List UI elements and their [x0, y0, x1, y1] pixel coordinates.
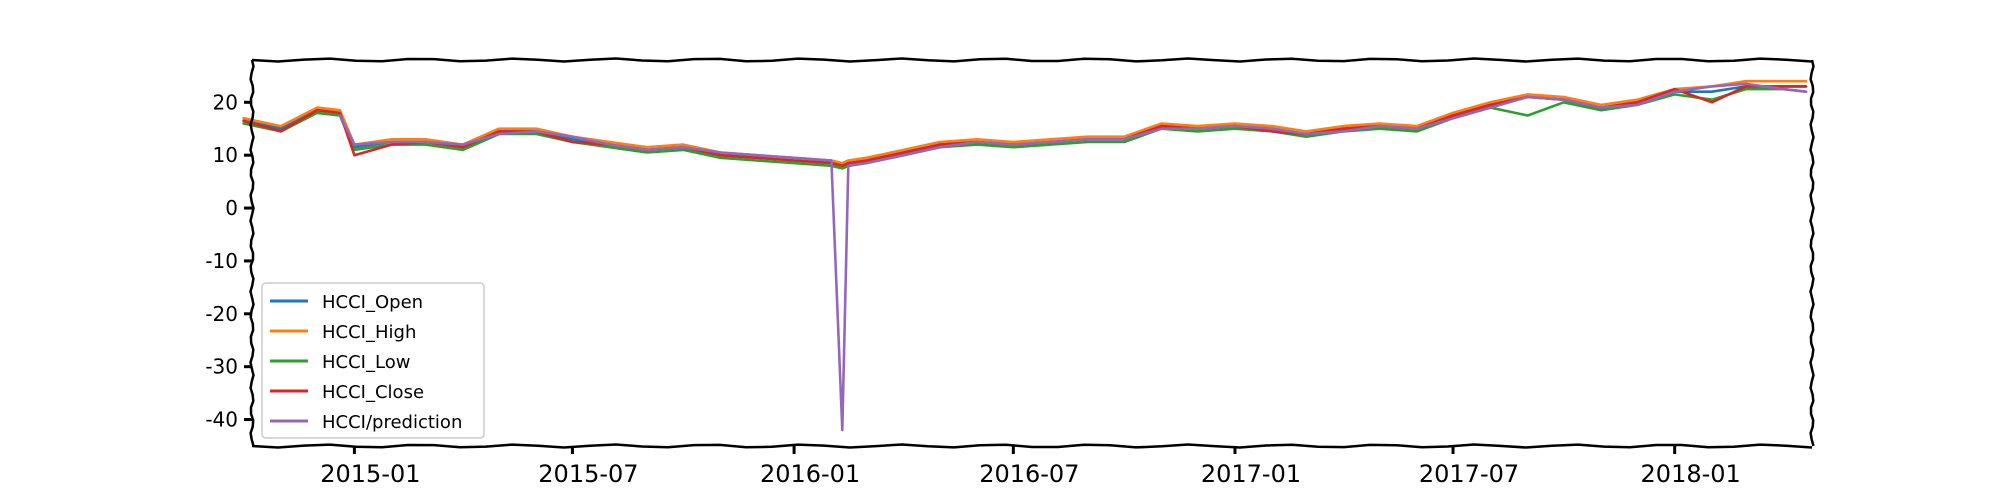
- y-tick-label: 10: [213, 143, 238, 167]
- legend: HCCI_Open HCCI_High HCCI_Low HCCI_Close HCCI…: [261, 282, 485, 439]
- legend-label: HCCI_Close: [322, 382, 424, 403]
- y-tick-label: 20: [213, 90, 238, 114]
- frame-right: [1809, 59, 1815, 447]
- x-tick-label: 2017-07: [1419, 460, 1519, 488]
- legend-label: HCCI/prediction: [322, 412, 462, 433]
- plot-area: [242, 79, 1808, 432]
- x-tick-label: 2015-07: [538, 460, 638, 488]
- legend-label: HCCI_Low: [322, 352, 410, 373]
- series-line: [242, 79, 1808, 165]
- y-tick-label: -20: [205, 302, 238, 326]
- x-tick-label: 2018-01: [1641, 460, 1741, 488]
- frame-left: [249, 59, 255, 447]
- legend-label: HCCI_Open: [322, 292, 423, 313]
- frame-top: [251, 57, 1813, 63]
- y-tick-label: -10: [205, 249, 238, 273]
- legend-label: HCCI_High: [322, 322, 416, 343]
- legend-box: [261, 282, 485, 439]
- x-tick-label: 2015-01: [320, 460, 420, 488]
- y-tick-label: 0: [225, 196, 238, 220]
- series-line: [242, 87, 1808, 170]
- axes: 20 10 0 -10 -20 -30 -40 2015-01 2015-07 2016-01 20…: [205, 90, 1740, 488]
- x-tick-label: 2016-01: [760, 460, 860, 488]
- y-tick-label: -40: [205, 408, 238, 432]
- frame-bottom: [251, 443, 1813, 449]
- x-tick-label: 2016-07: [979, 460, 1079, 488]
- y-tick-label: -30: [205, 355, 238, 379]
- plot-frame: [249, 57, 1815, 449]
- x-tick-label: 2017-01: [1201, 460, 1301, 488]
- series-line: [338, 82, 1808, 432]
